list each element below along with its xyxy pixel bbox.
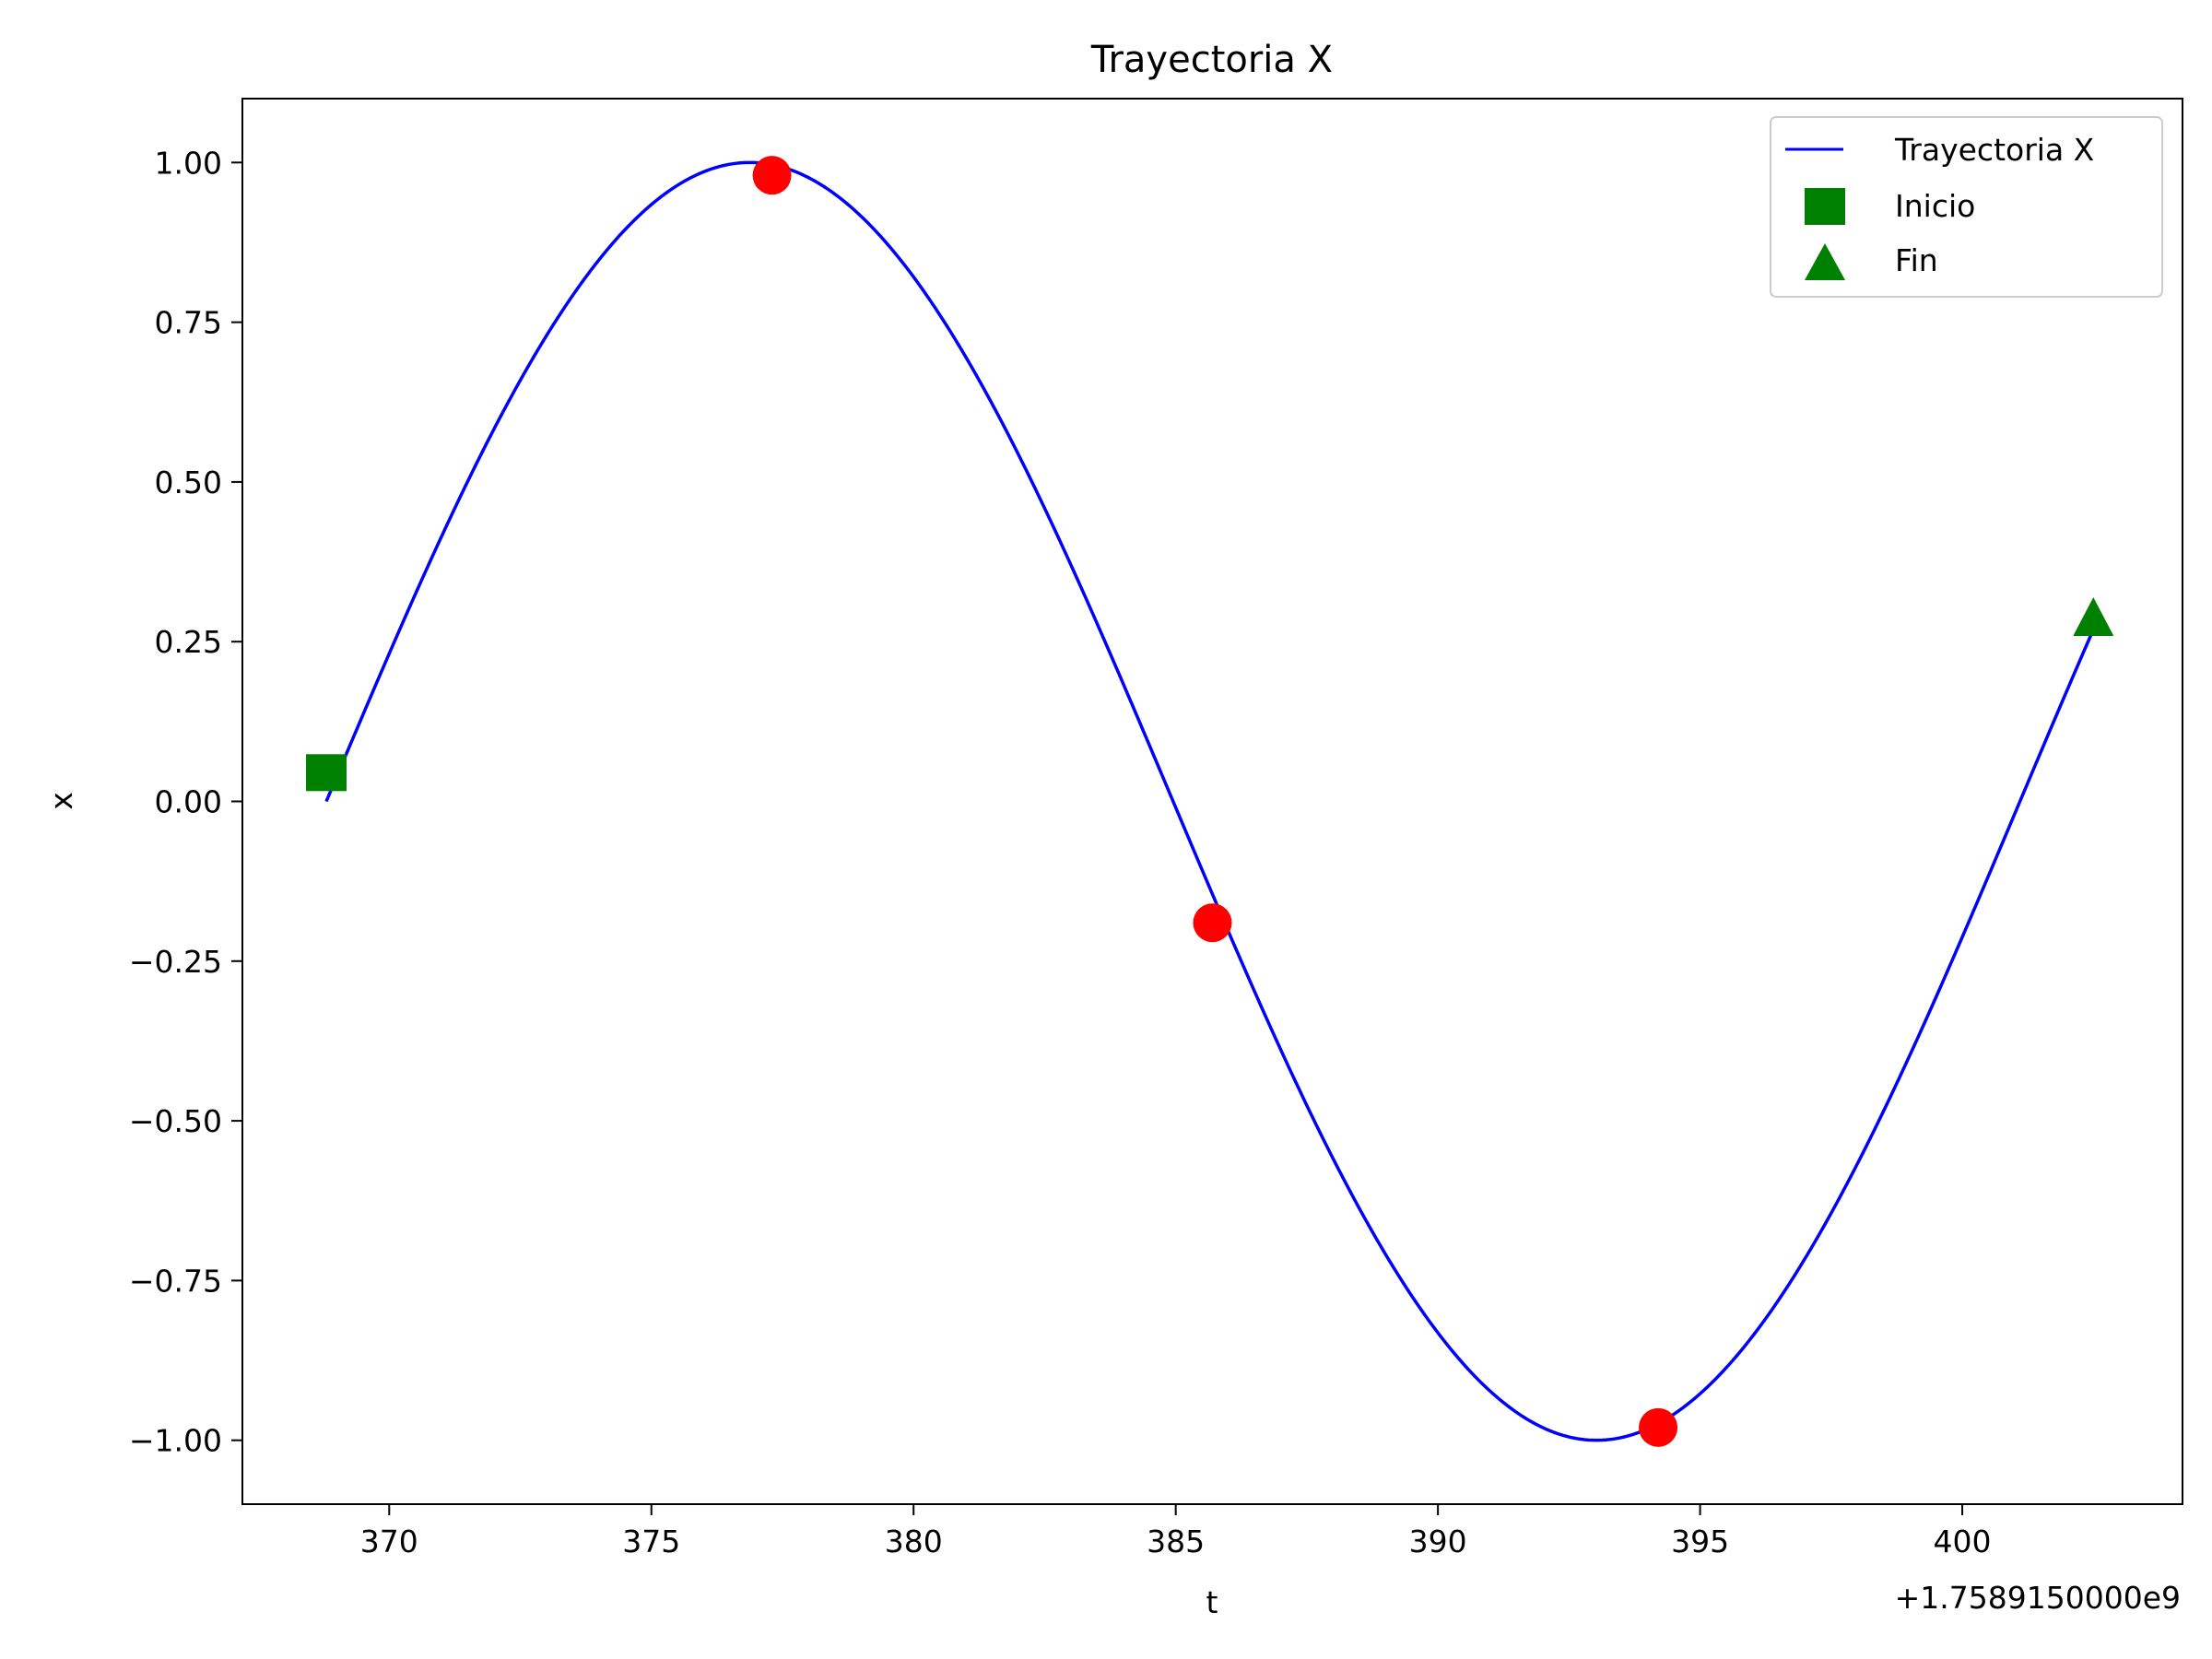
sample-point-marker <box>1193 903 1232 943</box>
chart-title: Trayectoria X <box>1090 39 1333 81</box>
sample-point-marker <box>1639 1407 1678 1447</box>
start-marker <box>306 754 347 792</box>
y-tick-label: 1.00 <box>155 145 222 181</box>
end-marker <box>2073 596 2114 636</box>
legend-box <box>1770 116 2163 298</box>
y-tick-label: 0.50 <box>155 465 222 500</box>
x-tick-label: 400 <box>1934 1524 1992 1559</box>
x-tick-label: 395 <box>1671 1524 1729 1559</box>
y-tick-label: −1.00 <box>129 1423 222 1459</box>
legend-label-fin: Fin <box>1895 242 1938 278</box>
legend-triangle-swatch <box>1805 243 1845 280</box>
series-line-trayectoria-x <box>324 160 2095 1442</box>
y-tick-label: 0.00 <box>155 784 222 820</box>
y-axis-label: x <box>43 792 79 810</box>
x-axis-label: t <box>1206 1584 1218 1620</box>
x-axis-offset-label: +1.7589150000e9 <box>1895 1580 2181 1616</box>
x-tick-label: 390 <box>1409 1524 1467 1559</box>
y-tick-label: −0.75 <box>129 1263 222 1299</box>
x-tick-label: 385 <box>1147 1524 1205 1559</box>
plot-area <box>306 156 2114 1447</box>
legend-square-swatch <box>1805 188 1845 225</box>
y-axis-ticks: 1.00 0.75 0.50 0.25 0.00 −0.25 −0.50 −0.75 −1.00 <box>129 145 242 1459</box>
legend: Trayectoria X Inicio Fin <box>1770 116 2163 298</box>
y-tick-label: −0.50 <box>129 1103 222 1139</box>
y-tick-label: −0.25 <box>129 944 222 980</box>
y-tick-label: 0.75 <box>155 305 222 341</box>
sample-point-marker <box>752 156 792 195</box>
x-tick-label: 375 <box>622 1524 680 1559</box>
legend-label-trayectoria: Trayectoria X <box>1894 132 2094 168</box>
x-axis-ticks: 370 375 380 385 390 395 400 <box>360 1504 1992 1559</box>
x-tick-label: 370 <box>360 1524 418 1559</box>
legend-label-inicio: Inicio <box>1895 188 1975 224</box>
x-tick-label: 380 <box>885 1524 943 1559</box>
y-tick-label: 0.25 <box>155 624 222 660</box>
